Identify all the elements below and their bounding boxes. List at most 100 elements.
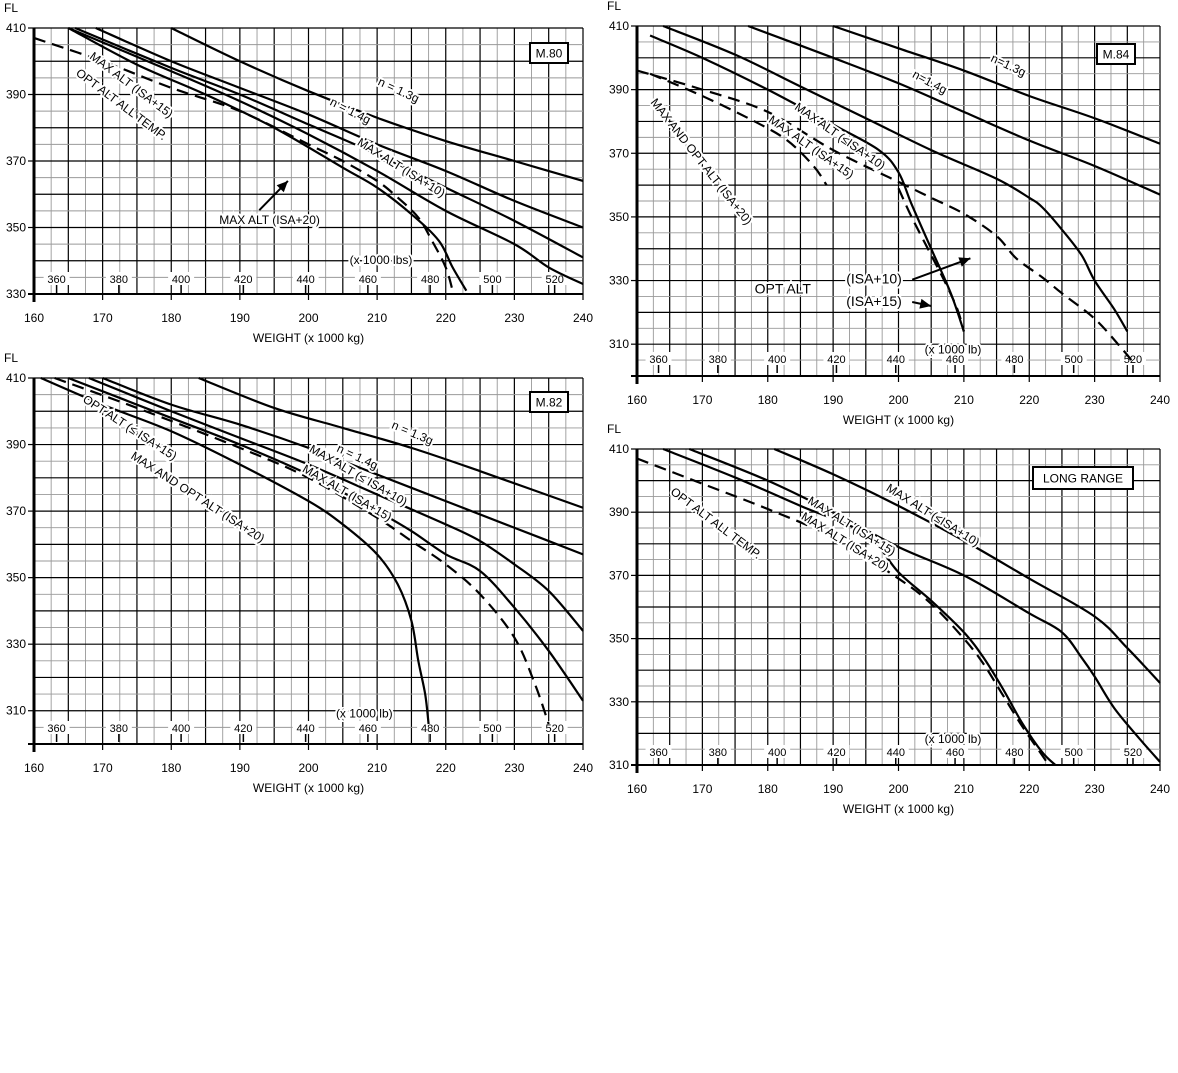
y-tick-label: 390 xyxy=(6,438,26,452)
y-axis-label: FL xyxy=(607,0,621,13)
annotation-label: (x 1000 lb) xyxy=(925,343,982,357)
y-tick-label: 310 xyxy=(6,704,26,718)
series-line xyxy=(636,457,1050,766)
lb-label-bg xyxy=(882,745,909,758)
annotation-label: n=1.3g xyxy=(989,51,1028,79)
lb-label-bg xyxy=(354,721,381,734)
lb-tick-label: 420 xyxy=(234,274,252,286)
lb-label-bg xyxy=(1060,352,1087,365)
lb-label-bg xyxy=(541,272,568,285)
series-line xyxy=(40,376,430,725)
annotation-label: (ISA+10) xyxy=(846,271,902,287)
y-tick-label: 330 xyxy=(6,637,26,651)
x-tick-label: 200 xyxy=(298,311,318,325)
y-tick-label: 330 xyxy=(6,287,26,301)
x-tick-label: 240 xyxy=(573,761,593,775)
y-tick-label: 410 xyxy=(609,442,629,456)
y-tick-label: 350 xyxy=(609,210,629,224)
lb-label-bg xyxy=(645,352,672,365)
series xyxy=(40,376,584,725)
chart-title: LONG RANGE xyxy=(1043,472,1123,486)
lb-label-bg xyxy=(354,272,381,285)
annotation-label: OPT ALT xyxy=(755,280,812,296)
lb-tick-label: 520 xyxy=(545,274,563,286)
x-axis-label: WEIGHT (x 1000 kg) xyxy=(843,413,954,427)
lb-tick-label: 460 xyxy=(359,723,377,735)
y-tick-label: 330 xyxy=(609,274,629,288)
annotations: OPT ALT ALL TEMP. MAX ALT (≤ISA+10)MAX AL… xyxy=(666,479,984,748)
x-tick-label: 220 xyxy=(436,311,456,325)
x-tick-label: 240 xyxy=(1150,393,1170,407)
x-tick-label: 210 xyxy=(367,311,387,325)
lb-scale: 360 380 400 420 440 460 480 500 520 xyxy=(43,272,568,293)
y-tick-label: 350 xyxy=(609,632,629,646)
series xyxy=(33,26,584,292)
y-tick-label: 350 xyxy=(6,221,26,235)
lb-tick-label: 480 xyxy=(1005,747,1023,759)
x-tick-label: 180 xyxy=(758,782,778,796)
grid xyxy=(636,25,1161,377)
chart-title-box xyxy=(1032,466,1134,490)
lb-label-bg xyxy=(541,721,568,734)
lb-tick-label: 400 xyxy=(172,723,190,735)
chart-title: M.80 xyxy=(536,47,563,61)
lb-tick-label: 480 xyxy=(1005,354,1023,366)
lb-label-bg xyxy=(764,352,791,365)
x-tick-label: 210 xyxy=(954,782,974,796)
series-line xyxy=(95,26,584,229)
lb-tick-label: 440 xyxy=(887,747,905,759)
y-tick-label: 390 xyxy=(609,83,629,97)
chart-m84: 310 330 350 370 390 410 FL 160 170 180 190 200 210 22… xyxy=(607,0,1170,427)
lb-tick-label: 480 xyxy=(421,274,439,286)
lb-tick-label: 380 xyxy=(709,747,727,759)
x-tick-label: 190 xyxy=(230,311,250,325)
lb-tick-label: 440 xyxy=(296,723,314,735)
lb-label-bg xyxy=(645,745,672,758)
lb-scale: 360 380 400 420 440 460 480 500 520 xyxy=(645,745,1146,766)
series-line xyxy=(832,24,1161,145)
y-tick-label: 390 xyxy=(609,505,629,519)
chart-long-range: 310 330 350 370 390 410 FL 160 170 180 190 200 210 22… xyxy=(607,422,1170,816)
x-tick-label: 160 xyxy=(24,761,44,775)
series-line xyxy=(88,376,584,632)
x-tick-label: 190 xyxy=(823,782,843,796)
x-tick-label: 240 xyxy=(1150,782,1170,796)
lb-label-bg xyxy=(942,352,969,365)
series-line xyxy=(102,376,584,556)
y-tick-label: 310 xyxy=(609,758,629,772)
y-tick-label: 370 xyxy=(609,568,629,582)
series-line xyxy=(747,24,1161,196)
x-axis-label: WEIGHT (x 1000 kg) xyxy=(843,802,954,816)
lb-tick-label: 360 xyxy=(649,354,667,366)
annotations: OPT ALT (≤ ISA+15)MAX AND OPT ALT (ISA+2… xyxy=(78,390,437,722)
chart-title-box xyxy=(529,391,569,413)
annotation-label: MAX ALT (ISA+20) xyxy=(219,213,320,227)
y-tick-label: 370 xyxy=(6,504,26,518)
x-tick-label: 200 xyxy=(888,393,908,407)
lb-label-bg xyxy=(105,721,132,734)
y-tick-label: 410 xyxy=(609,19,629,33)
arrow-head-icon xyxy=(276,180,288,193)
annotation-label: (x 1000 lb) xyxy=(925,732,982,746)
lb-label-bg xyxy=(43,721,70,734)
lb-tick-label: 400 xyxy=(768,747,786,759)
lb-label-bg xyxy=(1060,745,1087,758)
lb-tick-label: 440 xyxy=(887,354,905,366)
x-tick-label: 220 xyxy=(1019,393,1039,407)
series-line xyxy=(662,447,1057,766)
lb-tick-label: 480 xyxy=(421,723,439,735)
y-tick-label: 410 xyxy=(6,371,26,385)
lb-label-bg xyxy=(479,721,506,734)
lb-label-bg xyxy=(168,721,195,734)
lb-tick-label: 500 xyxy=(1065,354,1083,366)
x-tick-label: 220 xyxy=(436,761,456,775)
series-line xyxy=(649,72,828,186)
series-line xyxy=(67,27,468,292)
lb-tick-label: 400 xyxy=(172,274,190,286)
chart-title-box xyxy=(1096,43,1136,65)
lb-label-bg xyxy=(704,352,731,365)
y-tick-label: 350 xyxy=(6,571,26,585)
lb-tick-label: 380 xyxy=(709,354,727,366)
lb-tick-label: 380 xyxy=(110,274,128,286)
chart-title-box xyxy=(529,42,569,64)
